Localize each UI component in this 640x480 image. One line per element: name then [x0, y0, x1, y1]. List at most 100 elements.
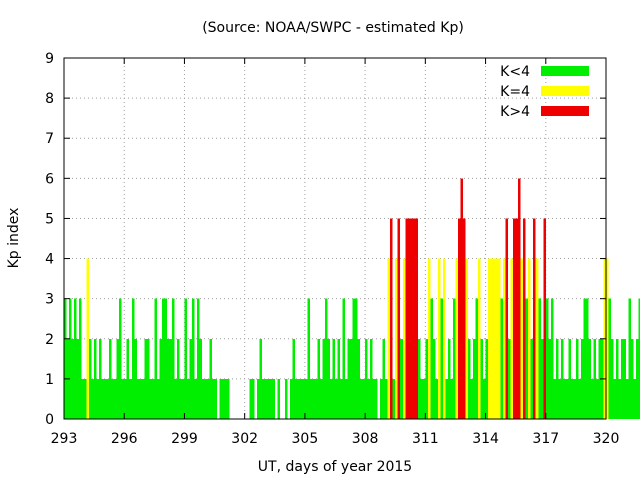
kp-bar	[555, 338, 559, 419]
kp-bar	[91, 378, 95, 419]
kp-bar	[460, 178, 463, 419]
y-tick-label: 5	[45, 211, 54, 227]
kp-bar	[427, 258, 431, 419]
kp-bar	[621, 338, 624, 419]
kp-bar	[442, 258, 446, 419]
kp-bar	[430, 298, 433, 419]
kp-bar	[204, 378, 208, 419]
kp-bar	[269, 378, 273, 419]
kp-bar	[457, 218, 461, 419]
kp-bar	[503, 258, 506, 419]
kp-bar	[505, 218, 509, 419]
kp-bar	[312, 378, 315, 419]
kp-bar	[570, 378, 574, 419]
y-tick-label: 8	[45, 91, 54, 107]
chart-title: (Source: NOAA/SWPC - estimated Kp)	[202, 20, 464, 36]
kp-bar	[342, 298, 346, 419]
y-tick-label: 0	[45, 412, 54, 428]
kp-bar	[455, 258, 458, 419]
kp-bar	[164, 298, 167, 419]
kp-bar	[131, 298, 135, 419]
kp-bar	[397, 218, 401, 419]
kp-bar	[124, 378, 127, 419]
kp-bar	[633, 378, 637, 419]
kp-bar	[307, 298, 310, 419]
kp-bar	[71, 338, 75, 419]
y-tick-label: 1	[45, 372, 54, 388]
kp-bar	[470, 378, 474, 419]
kp-bar	[360, 378, 363, 419]
kp-bar	[324, 298, 328, 419]
y-tick-label: 6	[45, 171, 54, 187]
kp-bar	[151, 378, 155, 419]
kp-bar	[327, 338, 330, 419]
kp-bar	[212, 378, 215, 419]
kp-bar	[528, 258, 531, 419]
kp-bar	[194, 378, 197, 419]
kp-bar	[613, 378, 617, 419]
kp-bar	[355, 298, 358, 419]
kp-bar	[400, 338, 403, 419]
kp-bar	[626, 378, 629, 419]
kp-bar	[540, 338, 544, 419]
kp-bar	[179, 378, 182, 419]
kp-bar	[475, 298, 479, 419]
kp-bar	[445, 378, 448, 419]
kp-bar	[191, 298, 195, 419]
y-tick-label: 7	[45, 131, 54, 147]
kp-bar	[412, 218, 416, 419]
kp-bar	[116, 338, 120, 419]
kp-bar	[548, 338, 551, 419]
kp-bar	[99, 338, 102, 419]
x-axis-label: UT, days of year 2015	[258, 459, 412, 475]
kp-bar	[462, 218, 466, 419]
kp-bar	[545, 298, 549, 419]
kp-bar	[452, 298, 456, 419]
x-tick-label: 293	[51, 431, 78, 447]
kp-bar	[267, 378, 270, 419]
x-tick-label: 317	[532, 431, 559, 447]
kp-bar	[623, 338, 627, 419]
kp-bar	[631, 338, 634, 419]
kp-bar	[259, 338, 263, 419]
kp-bar	[335, 378, 338, 419]
kp-bar	[134, 338, 137, 419]
kp-bar	[352, 298, 356, 419]
kp-bar	[119, 298, 122, 419]
kp-bar	[410, 218, 413, 419]
legend-swatch	[541, 66, 589, 76]
kp-bar	[543, 218, 546, 419]
kp-bar	[345, 378, 348, 419]
kp-bar	[518, 178, 521, 419]
kp-bar	[513, 218, 516, 419]
kp-bar	[485, 338, 489, 419]
kp-bar	[563, 378, 566, 419]
kp-bar	[533, 218, 536, 419]
kp-bar	[483, 378, 486, 419]
kp-bar	[450, 378, 453, 419]
kp-bar	[196, 298, 200, 419]
y-axis-label: Kp index	[6, 208, 22, 269]
kp-bar	[257, 378, 260, 419]
kp-bar	[480, 338, 484, 419]
kp-bar	[340, 378, 343, 419]
kp-bar	[608, 298, 612, 419]
kp-bar	[420, 378, 423, 419]
kp-bar	[490, 258, 494, 419]
kp-bar	[493, 258, 496, 419]
kp-bar	[329, 378, 333, 419]
kp-bar	[219, 378, 223, 419]
kp-bar	[222, 378, 225, 419]
kp-bar	[350, 338, 353, 419]
kp-bar	[332, 338, 335, 419]
kp-bar	[304, 378, 308, 419]
legend-label: K=4	[500, 84, 530, 100]
kp-bar	[405, 218, 408, 419]
kp-bar	[387, 258, 391, 419]
kp-bar	[618, 378, 622, 419]
kp-bar	[166, 338, 170, 419]
kp-bar	[435, 378, 438, 419]
kp-bar	[583, 298, 586, 419]
kp-bar	[365, 338, 368, 419]
kp-bar	[299, 378, 303, 419]
